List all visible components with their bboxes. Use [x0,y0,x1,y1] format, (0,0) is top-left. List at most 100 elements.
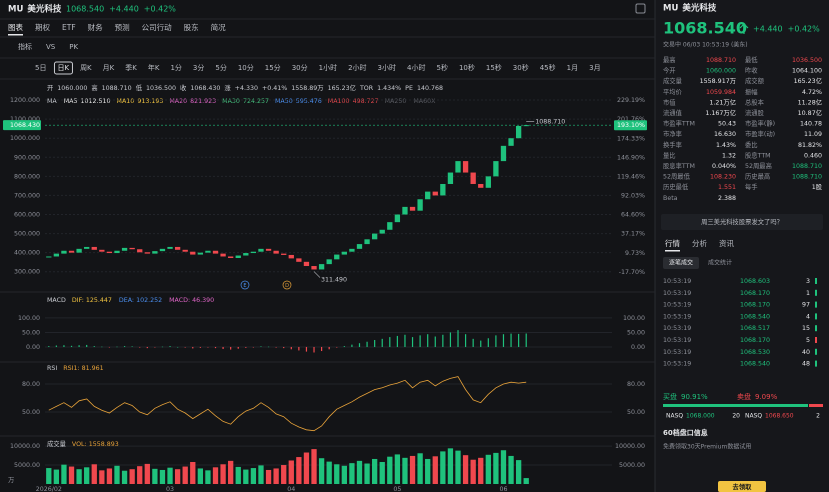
period-button[interactable]: 15分 [265,63,281,72]
y-tick-label: 5000.00 [14,462,40,469]
info-item: 开 [47,84,53,92]
period-button[interactable]: 15秒 [486,63,502,72]
quote-tab[interactable]: 分析 [692,238,707,248]
tool-button[interactable]: 指标 [18,42,32,51]
tool-button[interactable]: VS [46,43,56,51]
candle [53,253,60,257]
period-button[interactable]: 4小时 [407,63,425,72]
candle [334,254,340,260]
tab[interactable]: 简况 [211,22,226,32]
trade-flag [815,278,817,284]
tab[interactable]: 预测 [115,22,130,32]
period-button[interactable]: 周K [80,64,92,72]
y-tick-label: 100.00 [18,315,40,322]
volume-bar [311,449,317,484]
event-marker[interactable] [282,280,292,290]
subtab[interactable]: 逐笔成交 [669,259,693,267]
candle [106,251,113,254]
ask-bar [809,404,823,407]
volume-bar [84,467,90,484]
panel-title: MACD [47,297,66,304]
ma-legend: MA20 [169,98,187,105]
tab[interactable]: 图表 [8,22,23,32]
subtab[interactable]: 成交统计 [708,259,732,267]
period-button[interactable]: 10分 [238,63,254,72]
tab[interactable]: 股东 [184,22,199,32]
stat-value: 1.551 [718,184,736,191]
candle [137,249,143,253]
period-button[interactable]: 日K [57,64,69,72]
legend-name: MACD: [169,297,190,304]
volume-bar [326,461,332,484]
period-button[interactable]: 1小时 [319,63,337,72]
tab[interactable]: 财务 [88,22,103,32]
trade-price: 1068.517 [740,325,770,332]
period-button[interactable]: 3小时 [378,63,396,72]
period-button[interactable]: 30秒 [513,63,529,72]
candle [508,138,514,146]
y-tick-label: 10000.00 [615,443,645,450]
period-button[interactable]: 年K [148,63,160,72]
legend-name: DIF: [72,297,84,304]
period-button[interactable]: 5秒 [436,63,447,72]
volume-bar [523,478,529,484]
tab[interactable]: 期权 [35,22,50,32]
period-button[interactable]: 45秒 [540,63,556,72]
period-button[interactable]: 月K [103,64,115,72]
period-button[interactable]: 3分 [193,63,204,72]
period-button[interactable]: 5日 [35,64,46,72]
stat-value: 1558.917万 [700,77,736,85]
trade-flag [815,337,817,343]
candle [311,266,317,270]
candle [76,248,82,253]
legend-value: 125.447 [86,297,112,304]
status: 交易中 06/03 10:53:19 (美东) [663,41,748,49]
info-item: 1088.710 [102,85,132,92]
bid-bar [663,404,808,407]
quote-price: 1068.540 [663,19,747,38]
period-button[interactable]: 30分 [292,63,308,72]
period-button[interactable]: 5分 [215,63,226,72]
period-button[interactable]: 1分 [170,63,181,72]
macd-bar [139,346,141,348]
y-tick-label: 0.00 [631,344,645,351]
candle [462,161,469,173]
candle [303,261,310,267]
stat-value: 1088.710 [792,174,822,181]
tab[interactable]: ETF [62,23,76,32]
period-button[interactable]: 1月 [567,64,578,72]
claim-button-label[interactable]: 去领取 [733,482,753,491]
legend-value: 1558.893 [89,441,119,448]
volume-bar [106,468,113,484]
macd-bar [510,333,512,347]
macd-bar [93,346,95,347]
event-marker[interactable] [240,280,250,290]
claim-button[interactable] [718,481,766,492]
period-button[interactable]: 2小时 [348,63,366,72]
banner-text[interactable]: 周三美光科技股票发文了吗？ [701,217,783,226]
icon[interactable] [635,3,646,14]
candle [500,145,507,162]
candle [84,246,90,249]
bid-price: 1068.000 [686,413,715,420]
candle [114,250,120,254]
stat-value: 1.32 [722,152,736,159]
volume-bar [68,466,75,484]
volume-bar [205,470,211,484]
banner[interactable] [661,214,823,230]
legend-value: 102.252 [136,297,162,304]
quote-tab[interactable]: 行情 [665,238,680,248]
tool-button[interactable]: PK [69,43,78,51]
period-button[interactable]: 10秒 [459,63,475,72]
stat-label: 最低 [745,55,758,64]
ask-summary: 9.09% [755,393,778,401]
tab[interactable]: 公司行动 [142,22,172,32]
volume-bar [379,462,385,484]
volume-bar [455,450,461,484]
period-button[interactable]: 3月 [589,64,600,72]
quote-tab[interactable]: 资讯 [719,238,734,248]
event-label: D [285,283,289,289]
ask-venue: NASQ [745,413,762,420]
volume-bar [371,458,378,484]
period-button[interactable]: 季K [125,63,137,72]
